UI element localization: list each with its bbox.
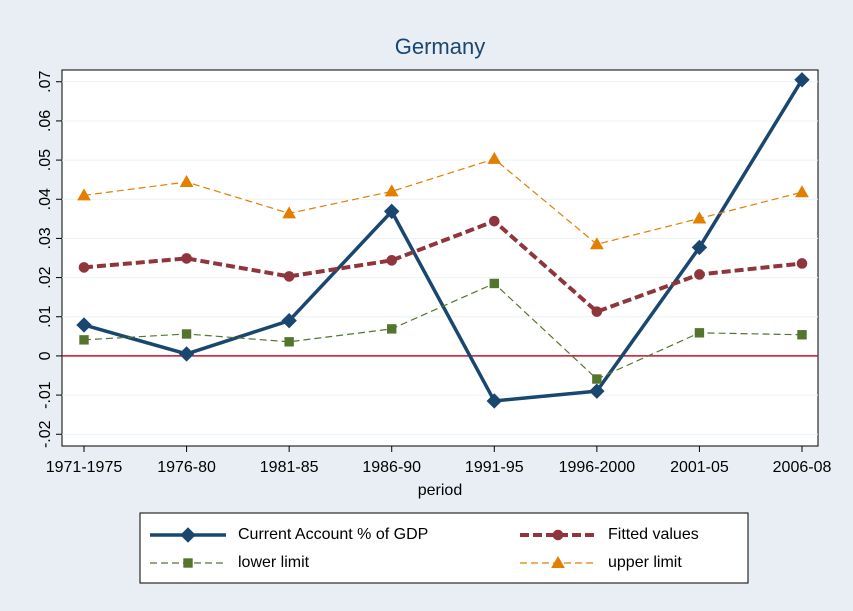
x-tick-label: 1976-80 xyxy=(157,459,216,476)
x-tick-label: 2001-05 xyxy=(670,459,729,476)
data-point xyxy=(284,337,294,347)
data-point xyxy=(589,237,604,250)
data-point xyxy=(386,255,398,266)
data-point xyxy=(489,278,499,289)
data-point xyxy=(797,330,807,340)
legend-label: lower limit xyxy=(238,554,310,571)
data-point xyxy=(283,271,295,282)
data-point xyxy=(282,206,297,219)
data-point xyxy=(384,184,399,197)
data-point xyxy=(592,374,602,384)
y-tick-label: -.01 xyxy=(37,381,54,409)
y-tick-label: .03 xyxy=(37,227,54,249)
data-point xyxy=(692,211,707,224)
x-tick-label: 1981-85 xyxy=(260,459,319,476)
x-tick-label: 1971-1975 xyxy=(46,459,123,476)
data-point xyxy=(795,185,809,198)
y-tick-label: .04 xyxy=(37,188,54,210)
data-point xyxy=(76,317,92,333)
legend-label: upper limit xyxy=(608,554,682,571)
data-point xyxy=(794,72,810,88)
legend-marker xyxy=(183,558,193,568)
data-point xyxy=(179,175,194,188)
chart-title: Germany xyxy=(395,34,485,59)
legend-marker xyxy=(551,555,565,568)
data-point xyxy=(694,269,705,280)
y-tick-label: -.02 xyxy=(37,420,54,448)
data-point xyxy=(384,203,400,220)
x-tick-label: 1991-95 xyxy=(465,459,524,476)
data-point xyxy=(387,324,397,334)
x-tick-label: 1986-90 xyxy=(362,459,421,476)
y-tick-label: .06 xyxy=(37,110,54,132)
series-line xyxy=(83,282,803,380)
data-point xyxy=(181,329,192,339)
legend-box xyxy=(139,512,749,584)
data-point xyxy=(181,253,192,264)
data-point xyxy=(488,215,500,227)
y-tick-label: 0 xyxy=(37,351,54,360)
data-point xyxy=(178,346,195,362)
data-point xyxy=(589,383,605,399)
y-tick-label: .01 xyxy=(37,306,54,328)
data-point xyxy=(78,262,90,273)
data-point xyxy=(694,328,705,338)
data-point xyxy=(591,306,603,317)
y-tick-label: .05 xyxy=(37,149,54,171)
y-tick-label: .07 xyxy=(37,71,54,93)
x-tick-label: 1996-2000 xyxy=(559,459,636,476)
legend-label: Current Account % of GDP xyxy=(238,526,428,543)
series-line xyxy=(83,219,803,314)
data-point xyxy=(486,393,502,409)
data-point xyxy=(796,258,808,269)
y-tick-label: .02 xyxy=(37,266,54,288)
legend-marker xyxy=(552,529,564,541)
legend-label: Fitted values xyxy=(608,526,699,543)
x-axis-label: period xyxy=(418,482,462,499)
data-point xyxy=(487,151,502,164)
data-point xyxy=(281,312,297,329)
x-tick-label: 2006-08 xyxy=(773,459,832,476)
legend-marker xyxy=(180,527,196,543)
data-point xyxy=(77,188,91,201)
series-line xyxy=(83,158,803,245)
data-point xyxy=(79,335,89,345)
data-point xyxy=(691,239,708,256)
